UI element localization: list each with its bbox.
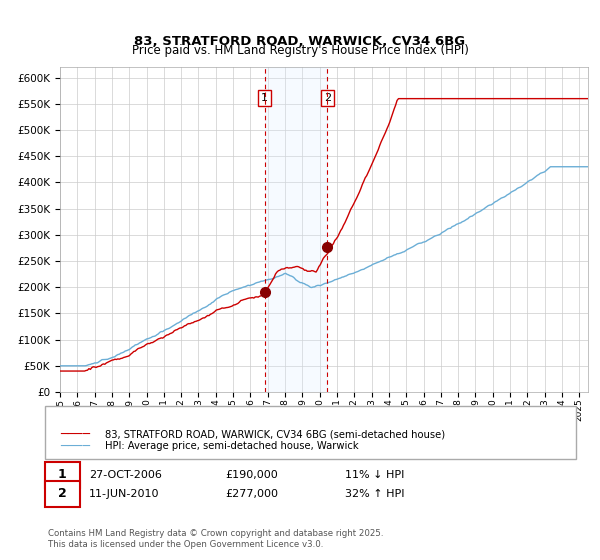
Bar [265,67,327,392]
Text: 1: 1 [261,93,268,103]
Text: 11% ↓ HPI: 11% ↓ HPI [345,470,404,480]
Text: 2: 2 [324,93,331,103]
Text: £190,000: £190,000 [225,470,278,480]
Text: £277,000: £277,000 [225,489,278,499]
Text: 11-JUN-2010: 11-JUN-2010 [89,489,160,499]
Text: 1: 1 [58,468,67,482]
Text: 32% ↑ HPI: 32% ↑ HPI [345,489,404,499]
Text: Contains HM Land Registry data © Crown copyright and database right 2025.
This d: Contains HM Land Registry data © Crown c… [48,529,383,549]
Text: Price paid vs. HM Land Registry's House Price Index (HPI): Price paid vs. HM Land Registry's House … [131,44,469,57]
Text: ────: ──── [60,440,90,453]
Text: 27-OCT-2006: 27-OCT-2006 [89,470,161,480]
Text: ────: ──── [60,428,90,441]
Text: HPI: Average price, semi-detached house, Warwick: HPI: Average price, semi-detached house,… [105,441,359,451]
Text: 83, STRATFORD ROAD, WARWICK, CV34 6BG: 83, STRATFORD ROAD, WARWICK, CV34 6BG [134,35,466,48]
Text: 2: 2 [58,487,67,501]
Text: 83, STRATFORD ROAD, WARWICK, CV34 6BG (semi-detached house): 83, STRATFORD ROAD, WARWICK, CV34 6BG (s… [105,430,445,440]
